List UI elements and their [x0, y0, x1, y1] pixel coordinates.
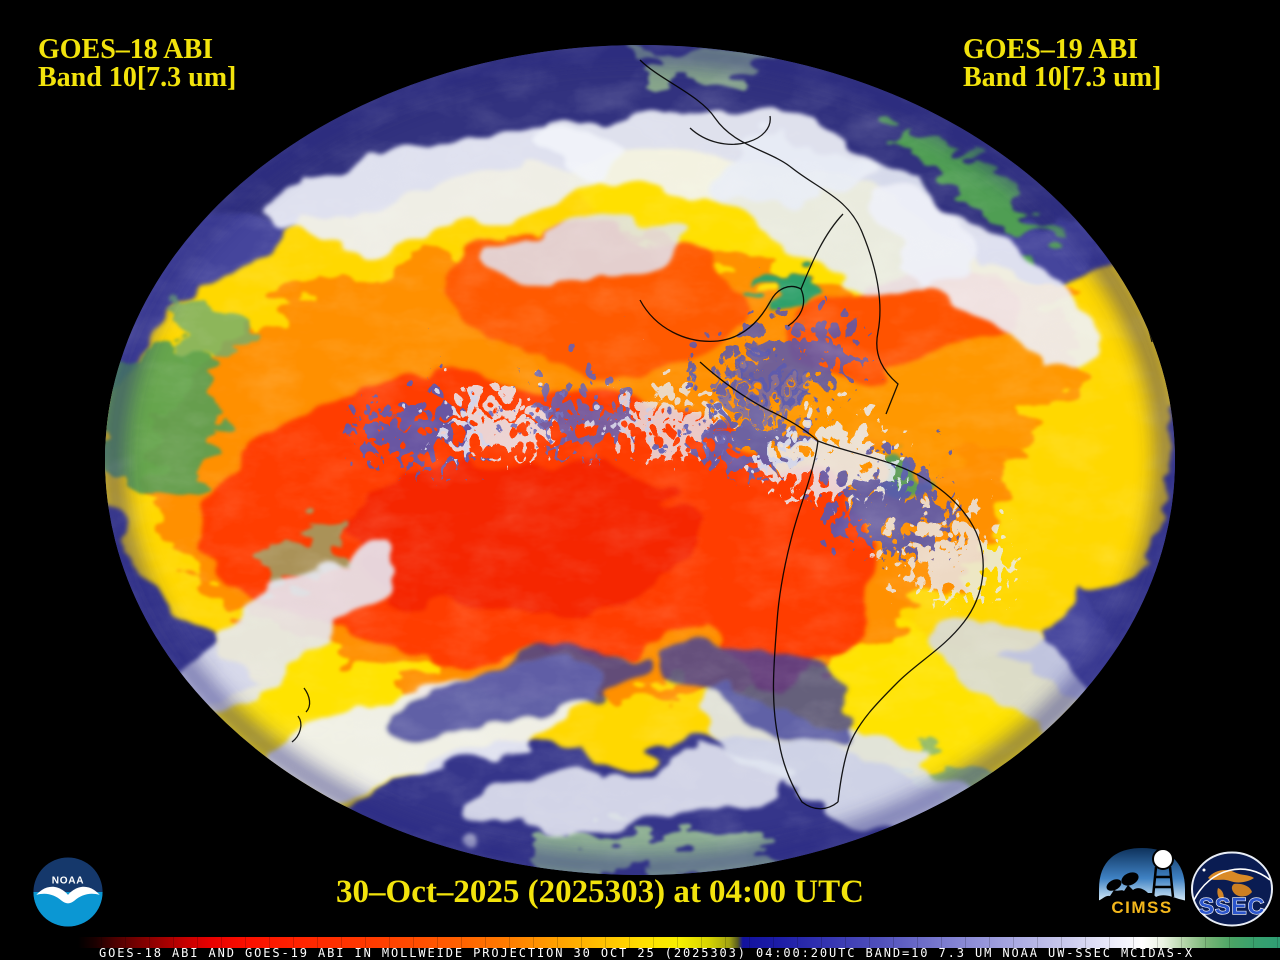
footer-caption: GOES-18 ABI AND GOES-19 ABI IN MOLLWEIDE… — [99, 946, 1194, 960]
goes18-title-line1: GOES–18 ABI — [38, 34, 214, 65]
earth-disk — [105, 45, 1175, 875]
ssec-logo-label: SSEC — [1199, 893, 1266, 919]
ssec-logo-icon: SSEC — [1191, 851, 1273, 927]
cimss-logo-label: CIMSS — [1111, 898, 1172, 917]
goes19-title-line1: GOES–19 ABI — [963, 34, 1139, 65]
noaa-logo-icon: NOAA — [33, 857, 103, 927]
temperature-colorbar — [78, 937, 1280, 948]
timestamp: 30–Oct–2025 (2025303) at 04:00 UTC — [336, 874, 864, 910]
goes18-title-line2: Band 10[7.3 um] — [38, 62, 237, 93]
noaa-logo-label: NOAA — [52, 875, 85, 886]
cimss-logo-icon: CIMSS — [1095, 843, 1189, 920]
goes18-title: GOES–18 ABI Band 10[7.3 um] — [38, 36, 236, 92]
goes19-title-line2: Band 10[7.3 um] — [963, 62, 1162, 93]
goes19-title: GOES–19 ABI Band 10[7.3 um] — [963, 36, 1161, 92]
